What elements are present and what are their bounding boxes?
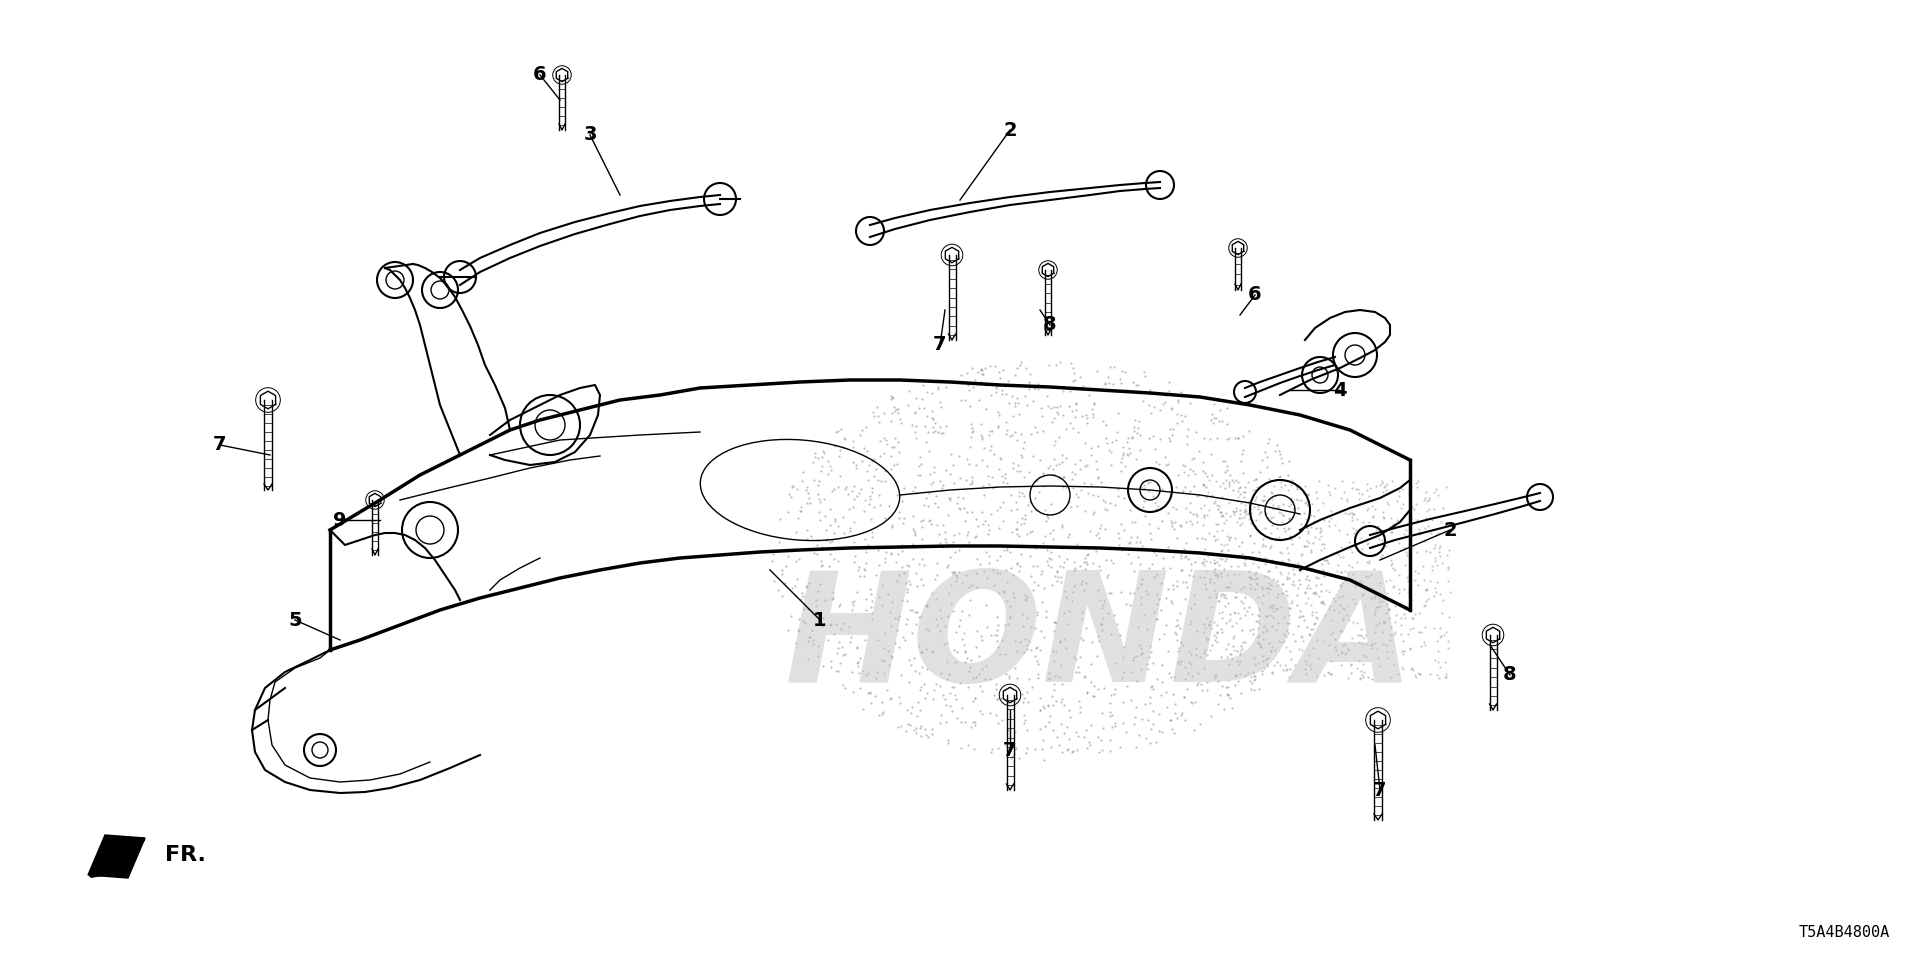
Text: 9: 9 [334, 511, 348, 530]
Text: 7: 7 [1373, 780, 1386, 800]
Text: 7: 7 [933, 335, 947, 354]
Polygon shape [88, 835, 146, 878]
Text: 1: 1 [814, 611, 828, 630]
Text: 3: 3 [584, 126, 597, 145]
Text: 6: 6 [1248, 285, 1261, 304]
Text: 4: 4 [1332, 380, 1346, 399]
Text: 8: 8 [1503, 665, 1517, 684]
Text: 5: 5 [288, 611, 301, 630]
Text: 8: 8 [1043, 316, 1056, 334]
Text: 7: 7 [213, 436, 227, 454]
Text: HONDA: HONDA [785, 565, 1415, 714]
Text: 2: 2 [1002, 121, 1018, 139]
Text: 6: 6 [534, 65, 547, 84]
Text: T5A4B4800A: T5A4B4800A [1799, 925, 1889, 940]
Text: 7: 7 [1004, 740, 1018, 759]
Text: 2: 2 [1444, 520, 1457, 540]
Text: FR.: FR. [165, 845, 205, 865]
